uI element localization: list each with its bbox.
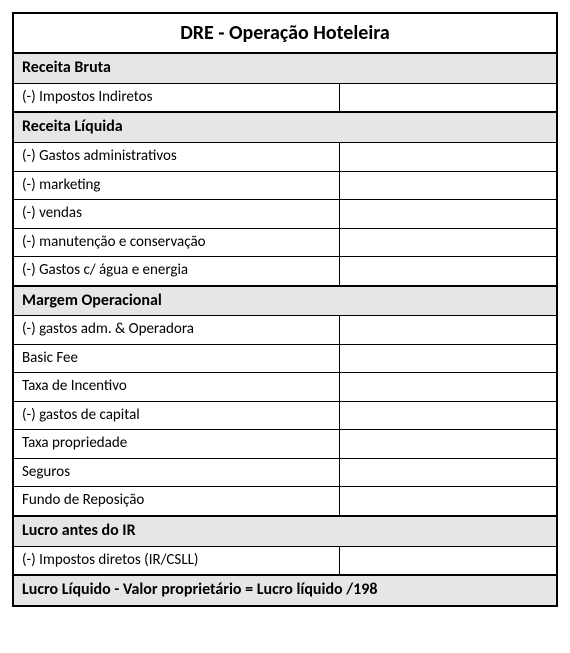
table-row: (-) gastos de capital	[13, 401, 557, 430]
row-value	[339, 344, 557, 373]
row-value	[339, 200, 557, 229]
table-row: Seguros	[13, 458, 557, 487]
row-label: (-) vendas	[13, 200, 339, 229]
row-value	[339, 257, 557, 286]
title-row: DRE - Operação Hoteleira	[13, 13, 557, 53]
row-value	[339, 487, 557, 516]
row-value	[339, 546, 557, 575]
table-row: (-) vendas	[13, 200, 557, 229]
section-lucro-antes-ir: Lucro antes do IR	[13, 516, 557, 546]
row-label: Taxa de Incentivo	[13, 373, 339, 402]
table-row: (-) Impostos Indiretos	[13, 83, 557, 112]
table-title: DRE - Operação Hoteleira	[13, 13, 557, 53]
table-row: Taxa de Incentivo	[13, 373, 557, 402]
table-row: (-) gastos adm. & Operadora	[13, 316, 557, 345]
section-receita-liquida: Receita Líquida	[13, 112, 557, 142]
row-value	[339, 143, 557, 172]
row-label: Fundo de Reposição	[13, 487, 339, 516]
row-value	[339, 228, 557, 257]
row-label: (-) manutenção e conservação	[13, 228, 339, 257]
table-row: (-) Gastos c/ água e energia	[13, 257, 557, 286]
table-row: (-) manutenção e conservação	[13, 228, 557, 257]
dre-table: DRE - Operação Hoteleira Receita Bruta (…	[12, 12, 558, 607]
section-header: Receita Bruta	[13, 53, 557, 83]
section-header: Receita Líquida	[13, 112, 557, 142]
row-value	[339, 316, 557, 345]
row-value	[339, 458, 557, 487]
row-value	[339, 430, 557, 459]
section-margem-operacional: Margem Operacional	[13, 286, 557, 316]
section-receita-bruta: Receita Bruta	[13, 53, 557, 83]
row-label: (-) gastos de capital	[13, 401, 339, 430]
section-lucro-liquido: Lucro Líquido - Valor proprietário = Luc…	[13, 575, 557, 606]
section-header: Lucro Líquido - Valor proprietário = Luc…	[13, 575, 557, 606]
row-value	[339, 373, 557, 402]
section-header: Lucro antes do IR	[13, 516, 557, 546]
table-row: (-) marketing	[13, 171, 557, 200]
row-value	[339, 171, 557, 200]
section-header: Margem Operacional	[13, 286, 557, 316]
table-row: Basic Fee	[13, 344, 557, 373]
row-label: Taxa propriedade	[13, 430, 339, 459]
row-label: (-) gastos adm. & Operadora	[13, 316, 339, 345]
row-label: Basic Fee	[13, 344, 339, 373]
row-label: Seguros	[13, 458, 339, 487]
table-row: (-) Impostos diretos (IR/CSLL)	[13, 546, 557, 575]
row-label: (-) Gastos administrativos	[13, 143, 339, 172]
row-label: (-) Impostos diretos (IR/CSLL)	[13, 546, 339, 575]
row-label: (-) Gastos c/ água e energia	[13, 257, 339, 286]
row-label: (-) Impostos Indiretos	[13, 83, 339, 112]
row-value	[339, 401, 557, 430]
table-row: Fundo de Reposição	[13, 487, 557, 516]
table-row: Taxa propriedade	[13, 430, 557, 459]
row-value	[339, 83, 557, 112]
row-label: (-) marketing	[13, 171, 339, 200]
table-row: (-) Gastos administrativos	[13, 143, 557, 172]
